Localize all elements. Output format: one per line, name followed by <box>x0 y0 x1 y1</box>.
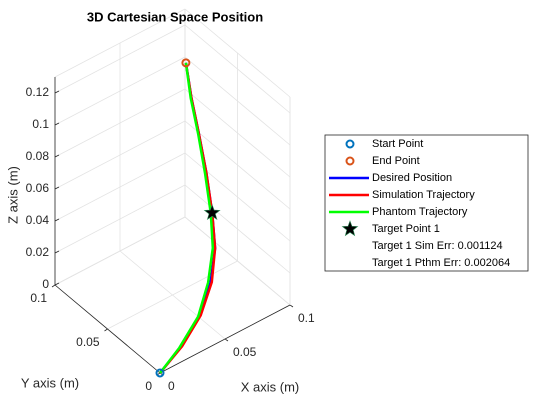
circle-marker <box>345 139 355 149</box>
tick-mark <box>224 338 229 342</box>
legend: Start Point End Point Desired Position Simu… <box>324 134 529 272</box>
tick-mark <box>54 282 60 286</box>
legend-box <box>324 134 529 272</box>
tick-mark <box>54 250 60 254</box>
circle-marker <box>155 368 165 378</box>
tick-mark <box>54 154 60 158</box>
grid-line <box>107 260 238 330</box>
grid-line <box>184 56 291 146</box>
star-marker <box>341 220 359 237</box>
grid-line <box>54 152 186 222</box>
grid-line <box>54 56 186 126</box>
z-tick-label: 0.06 <box>26 181 50 195</box>
star-marker <box>203 203 221 221</box>
y-tick-label: 0.1 <box>30 291 47 305</box>
grid-line <box>54 24 186 94</box>
tick-mark <box>54 122 60 126</box>
chart-title: 3D Cartesian Space Position <box>87 9 263 24</box>
x-axis-line <box>159 304 291 374</box>
x-tick-label: 0.05 <box>233 345 257 359</box>
y-tick-label: 0 <box>145 379 152 393</box>
x-axis-label: X axis (m) <box>241 379 300 394</box>
z-tick-label: 0 <box>42 277 49 291</box>
y-axis-line <box>54 284 161 374</box>
series-line <box>159 62 215 374</box>
x-tick-label: 0 <box>168 379 175 393</box>
tick-mark <box>289 304 294 308</box>
grid-line <box>54 88 186 158</box>
grid-line <box>54 120 186 190</box>
x-tick-label: 0.1 <box>298 311 315 325</box>
tick-mark <box>104 328 108 332</box>
legend-label: Target Point 1 <box>372 223 440 235</box>
z-tick-label: 0.04 <box>26 213 50 227</box>
tick-mark <box>54 90 60 94</box>
legend-label: Phantom Trajectory <box>372 206 468 218</box>
grid-line <box>54 216 186 286</box>
z-tick-label: 0.12 <box>26 85 50 99</box>
grid <box>51 8 294 376</box>
grid-line <box>184 152 291 242</box>
legend-label: Simulation Trajectory <box>372 189 475 201</box>
legend-label: End Point <box>372 155 420 167</box>
y-tick-label: 0.05 <box>76 335 100 349</box>
y-axis-label: Y axis (m) <box>21 375 79 390</box>
tick-mark <box>54 186 60 190</box>
tick-mark <box>51 284 56 288</box>
z-tick-label: 0.1 <box>32 117 49 131</box>
legend-label: Desired Position <box>372 172 452 184</box>
z-tick-label: 0.02 <box>26 245 50 259</box>
annotation: Target 1 Sim Err: 0.001124 <box>372 240 503 252</box>
circle-marker <box>345 156 355 166</box>
grid-line <box>184 24 291 114</box>
z-axis-label: Z axis (m) <box>5 166 20 224</box>
grid-line <box>184 216 291 306</box>
legend-label: Start Point <box>372 138 423 150</box>
grid-line <box>184 120 291 210</box>
annotation: Target 1 Pthm Err: 0.002064 <box>372 257 510 269</box>
grid-line <box>184 88 291 178</box>
plot <box>155 58 221 378</box>
grid-line <box>184 184 291 274</box>
z-tick-label: 0.08 <box>26 149 50 163</box>
circle-marker <box>181 58 191 68</box>
tick-mark <box>54 218 60 222</box>
grid-line <box>54 184 186 254</box>
